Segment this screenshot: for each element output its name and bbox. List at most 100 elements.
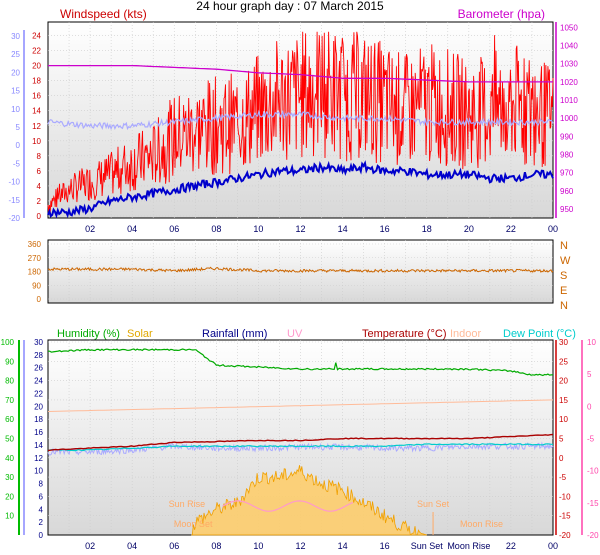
average-wind-line [47, 160, 554, 219]
wind-x-tick-label: 10 [253, 224, 263, 234]
temperature-tick-label: 25 [559, 357, 568, 366]
weather-x-tick-label: 16 [380, 541, 390, 551]
weather-x-tick-label: 22 [506, 541, 516, 551]
baro-tick-label: 1030 [560, 60, 578, 69]
temperature-tick-label: -15 [559, 512, 571, 521]
temp-tick-label: 0 [16, 141, 21, 150]
humidity-tick-label: 80 [5, 377, 14, 386]
baro-tick-label: 1000 [560, 114, 578, 123]
baro-tick-label: 970 [560, 169, 574, 178]
baro-tick-label: 1020 [560, 78, 578, 87]
weather-x-tick-label: 04 [127, 541, 137, 551]
humidity-tick-label: 70 [5, 396, 14, 405]
temperature-tick-label: 15 [559, 396, 568, 405]
wind-axes: 024681012141618202224-20-15-10-505101520… [8, 22, 578, 234]
wind-tick-label: 20 [32, 62, 41, 71]
temp-tick-label: -15 [8, 196, 20, 205]
temp-tick-label: 30 [11, 32, 20, 41]
rain-tick-label: 12 [34, 454, 43, 463]
weather-x-tick-label: Sun Set [411, 541, 444, 551]
rain-tick-label: 20 [34, 402, 43, 411]
uv-tick-label: -10 [587, 467, 599, 476]
rain-tick-label: 6 [39, 492, 44, 501]
wind-tick-label: 10 [32, 137, 41, 146]
rain-tick-label: 0 [39, 531, 44, 540]
wind-tick-label: 22 [32, 47, 41, 56]
temperature-line [47, 433, 554, 452]
weather-legend: Humidity (%) Solar Rainfall (mm) UV Temperat… [57, 328, 576, 340]
rain-tick-label: 10 [34, 467, 43, 476]
wind-x-tick-label: 02 [85, 224, 95, 234]
temperature-tick-label: -10 [559, 492, 571, 501]
wind-panel [47, 21, 554, 219]
compass-label: W [560, 255, 571, 267]
wind-tick-label: 18 [32, 77, 41, 86]
direction-tick-label: 90 [32, 281, 41, 290]
rain-tick-label: 26 [34, 364, 43, 373]
humidity-tick-label: 60 [5, 415, 14, 424]
wind-x-tick-label: 06 [169, 224, 179, 234]
temperature-tick-label: 10 [559, 415, 568, 424]
solar-area [191, 465, 427, 536]
legend-uv: UV [287, 328, 303, 340]
compass-label: S [560, 270, 567, 282]
weather-annotations: Sun Rise Moon Set Sun Set Moon Rise [169, 499, 503, 535]
windspeed-axis-label: Windspeed (kts) [60, 7, 147, 21]
wind-direction-line [47, 266, 554, 274]
legend-rain: Rainfall (mm) [202, 328, 267, 340]
direction-grid [48, 240, 553, 303]
annotation-sun-set: Sun Set [417, 499, 450, 509]
wind-tick-label: 16 [32, 92, 41, 101]
baro-tick-label: 1050 [560, 23, 578, 32]
dewpoint-line [47, 443, 554, 452]
direction-tick-label: 0 [37, 295, 42, 304]
humidity-tick-label: 50 [5, 435, 14, 444]
legend-humidity: Humidity (%) [57, 328, 120, 340]
weather-axes: 1020304050607080901000246810121416182022… [1, 338, 599, 551]
wind-series [47, 31, 554, 219]
humidity-tick-label: 20 [5, 492, 14, 501]
temperature-tick-label: -5 [559, 473, 567, 482]
direction-tick-label: 180 [28, 268, 42, 277]
barometer-line [48, 64, 553, 83]
uv-tick-label: 5 [587, 370, 592, 379]
temp-tick-label: -5 [13, 159, 21, 168]
compass-label: N [560, 300, 568, 312]
baro-tick-label: 950 [560, 205, 574, 214]
rain-tick-label: 18 [34, 415, 43, 424]
rain-tick-label: 14 [34, 441, 43, 450]
rain-tick-label: 28 [34, 351, 43, 360]
barometer-axis-label: Barometer (hpa) [458, 7, 545, 21]
legend-indoor: Indoor [450, 328, 482, 340]
temp-tick-label: -10 [8, 178, 20, 187]
temperature-tick-label: 30 [559, 338, 568, 347]
wind-x-tick-label: 20 [464, 224, 474, 234]
direction-series [47, 266, 554, 274]
temperature-tick-label: -20 [559, 531, 571, 540]
rain-tick-label: 2 [39, 518, 44, 527]
wind-tick-label: 0 [37, 212, 42, 221]
rain-tick-label: 22 [34, 389, 43, 398]
wind-tick-label: 14 [32, 107, 41, 116]
annotation-moon-rise: Moon Rise [460, 519, 503, 529]
weather-x-tick-label: 10 [253, 541, 263, 551]
uv-tick-label: -20 [587, 531, 599, 540]
compass-label: N [560, 240, 568, 252]
wind-x-tick-label: 04 [127, 224, 137, 234]
weather-x-tick-label: 00 [548, 541, 558, 551]
wind-x-tick-label: 12 [295, 224, 305, 234]
direction-tick-label: 270 [28, 254, 42, 263]
humidity-tick-label: 40 [5, 454, 14, 463]
wind-tick-label: 6 [37, 167, 42, 176]
baro-tick-label: 980 [560, 150, 574, 159]
temperature-line [47, 109, 554, 131]
temperature-tick-label: 5 [559, 435, 564, 444]
weather-x-tick-label: Moon Rise [447, 541, 490, 551]
weather-x-tick-label: 12 [295, 541, 305, 551]
temp-tick-label: 25 [11, 50, 20, 59]
temp-tick-label: 20 [11, 68, 20, 77]
temp-tick-label: 10 [11, 105, 20, 114]
rain-tick-label: 8 [39, 480, 44, 489]
